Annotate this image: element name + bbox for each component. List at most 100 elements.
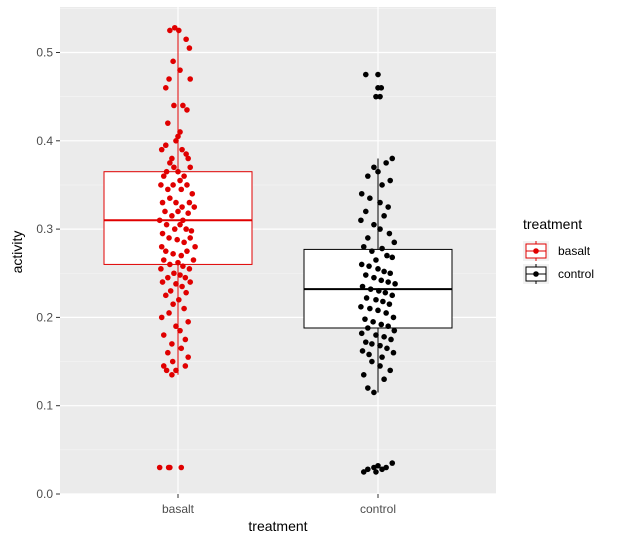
- data-point-control: [363, 295, 370, 301]
- data-point-control: [375, 266, 381, 272]
- y-tick-label: 0.0: [36, 487, 53, 501]
- data-point-basalt: [169, 371, 175, 378]
- data-point-basalt: [180, 217, 186, 224]
- data-point-control: [371, 164, 377, 171]
- data-point-basalt: [176, 27, 182, 34]
- data-point-basalt: [185, 155, 191, 162]
- x-tick-label: control: [360, 502, 396, 516]
- data-point-control: [359, 283, 366, 290]
- data-point-basalt: [181, 239, 187, 246]
- y-axis: 0.0 0.1 0.2 0.3 0.4 0.5: [36, 46, 60, 501]
- data-point-control: [370, 319, 376, 325]
- data-point-basalt: [180, 263, 186, 269]
- data-point-control: [367, 305, 373, 312]
- data-point-control: [383, 310, 389, 316]
- data-point-control: [379, 245, 385, 252]
- data-point-control: [378, 277, 385, 284]
- data-point-control: [387, 367, 394, 374]
- data-point-basalt: [179, 204, 185, 210]
- y-tick-label: 0.2: [36, 310, 53, 324]
- data-point-basalt: [185, 354, 191, 360]
- data-point-basalt: [173, 199, 179, 206]
- data-point-basalt: [177, 177, 183, 184]
- data-point-control: [389, 292, 396, 299]
- data-point-basalt: [175, 168, 181, 175]
- data-point-basalt: [163, 168, 170, 175]
- data-point-basalt: [177, 327, 183, 334]
- data-point-basalt: [186, 45, 193, 51]
- data-point-control: [381, 268, 387, 275]
- data-point-basalt: [169, 155, 175, 162]
- data-point-basalt: [190, 257, 197, 263]
- data-point-basalt: [167, 261, 173, 268]
- data-point-basalt: [165, 186, 171, 193]
- data-point-control: [373, 332, 379, 338]
- data-point-basalt: [173, 138, 179, 144]
- data-point-control: [381, 213, 387, 219]
- box-basalt: [103, 171, 253, 265]
- data-point-control: [391, 239, 398, 246]
- data-point-basalt: [170, 301, 176, 307]
- data-point-basalt: [186, 266, 193, 272]
- data-point-basalt: [186, 199, 193, 206]
- data-point-basalt: [184, 107, 190, 113]
- legend: treatment basalt control: [523, 216, 594, 284]
- data-point-control: [387, 177, 394, 184]
- data-point-control: [371, 221, 377, 228]
- data-point-basalt: [187, 164, 194, 171]
- data-point-basalt: [162, 248, 169, 254]
- data-point-basalt: [165, 120, 171, 126]
- data-point-basalt: [165, 274, 171, 281]
- data-point-control: [389, 460, 396, 466]
- data-point-control: [388, 336, 394, 343]
- data-point-control: [358, 217, 364, 224]
- data-point-control: [358, 261, 365, 268]
- data-point-basalt: [158, 182, 164, 188]
- data-point-basalt: [156, 464, 163, 471]
- data-point-control: [381, 334, 387, 340]
- data-point-basalt: [158, 243, 165, 250]
- data-point-basalt: [183, 151, 189, 157]
- data-point-basalt: [160, 363, 167, 369]
- data-point-basalt: [169, 341, 175, 347]
- data-point-basalt: [191, 204, 198, 210]
- data-point-basalt: [187, 235, 194, 241]
- data-point-control: [371, 389, 377, 396]
- data-point-basalt: [192, 243, 198, 250]
- x-axis-title: treatment: [248, 518, 307, 534]
- data-point-basalt: [177, 67, 183, 73]
- data-point-basalt: [163, 367, 170, 374]
- data-point-control: [359, 348, 366, 354]
- data-point-basalt: [173, 367, 179, 374]
- data-point-basalt: [165, 349, 171, 356]
- data-point-control: [392, 281, 398, 287]
- data-point-control: [385, 323, 391, 330]
- data-point-control: [390, 314, 397, 321]
- data-point-basalt: [167, 160, 173, 166]
- legend-key-point: [533, 271, 539, 277]
- data-point-control: [362, 208, 369, 215]
- data-point-control: [375, 462, 381, 469]
- data-point-basalt: [167, 288, 174, 294]
- data-point-basalt: [175, 133, 181, 140]
- data-point-basalt: [174, 236, 180, 243]
- y-tick-label: 0.3: [36, 222, 53, 236]
- data-point-basalt: [177, 129, 183, 135]
- data-point-control: [365, 325, 371, 331]
- data-point-control: [373, 257, 379, 263]
- data-point-basalt: [163, 221, 170, 228]
- data-point-control: [373, 469, 379, 475]
- data-point-basalt: [185, 319, 191, 325]
- data-point-basalt: [173, 281, 179, 287]
- data-point-control: [385, 204, 391, 210]
- data-point-control: [384, 345, 390, 352]
- data-point-control: [362, 71, 369, 78]
- legend-label-control: control: [558, 267, 594, 281]
- data-point-basalt: [189, 190, 196, 197]
- data-point-control: [389, 155, 396, 162]
- data-point-control: [380, 298, 386, 305]
- data-point-basalt: [167, 27, 173, 34]
- data-point-basalt: [162, 142, 169, 149]
- data-point-control: [376, 288, 382, 294]
